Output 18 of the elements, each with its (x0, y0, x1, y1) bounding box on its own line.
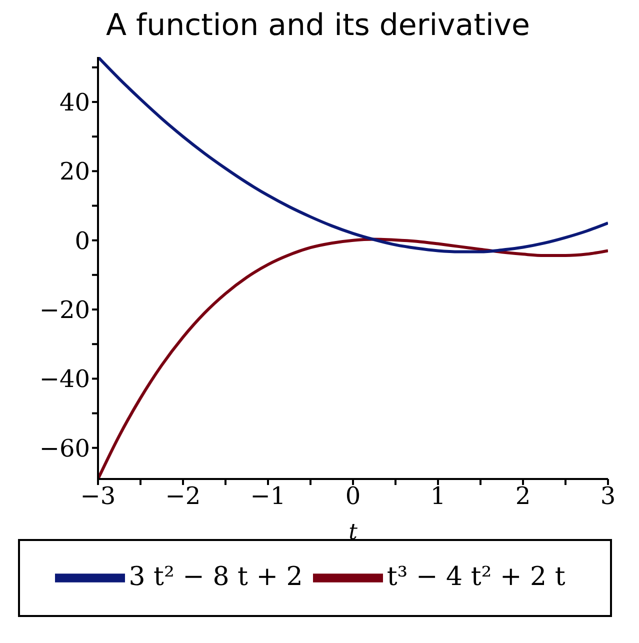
y-tick-label: −60 (39, 434, 90, 462)
x-tick-label: −2 (165, 482, 201, 510)
y-tick-label: −20 (39, 296, 90, 324)
x-tick-label: 1 (430, 482, 446, 510)
y-tick-label: 20 (59, 158, 90, 186)
x-tick-label: 0 (345, 482, 361, 510)
line-series (98, 57, 608, 254)
legend-label: 3 t² − 8 t + 2 (128, 562, 303, 592)
y-tick-label: −40 (39, 365, 90, 394)
x-tick-label: −1 (250, 482, 286, 510)
chart-title: A function and its derivative (105, 8, 531, 43)
x-axis-title: t (348, 520, 358, 545)
legend-label: t³ − 4 t² + 2 t (386, 562, 566, 592)
x-tick-label: 3 (600, 482, 616, 510)
y-tick-label: 0 (74, 226, 90, 255)
x-tick-label: −3 (80, 482, 116, 510)
y-tick-label: 40 (59, 88, 90, 116)
x-tick-label: 2 (515, 482, 531, 510)
